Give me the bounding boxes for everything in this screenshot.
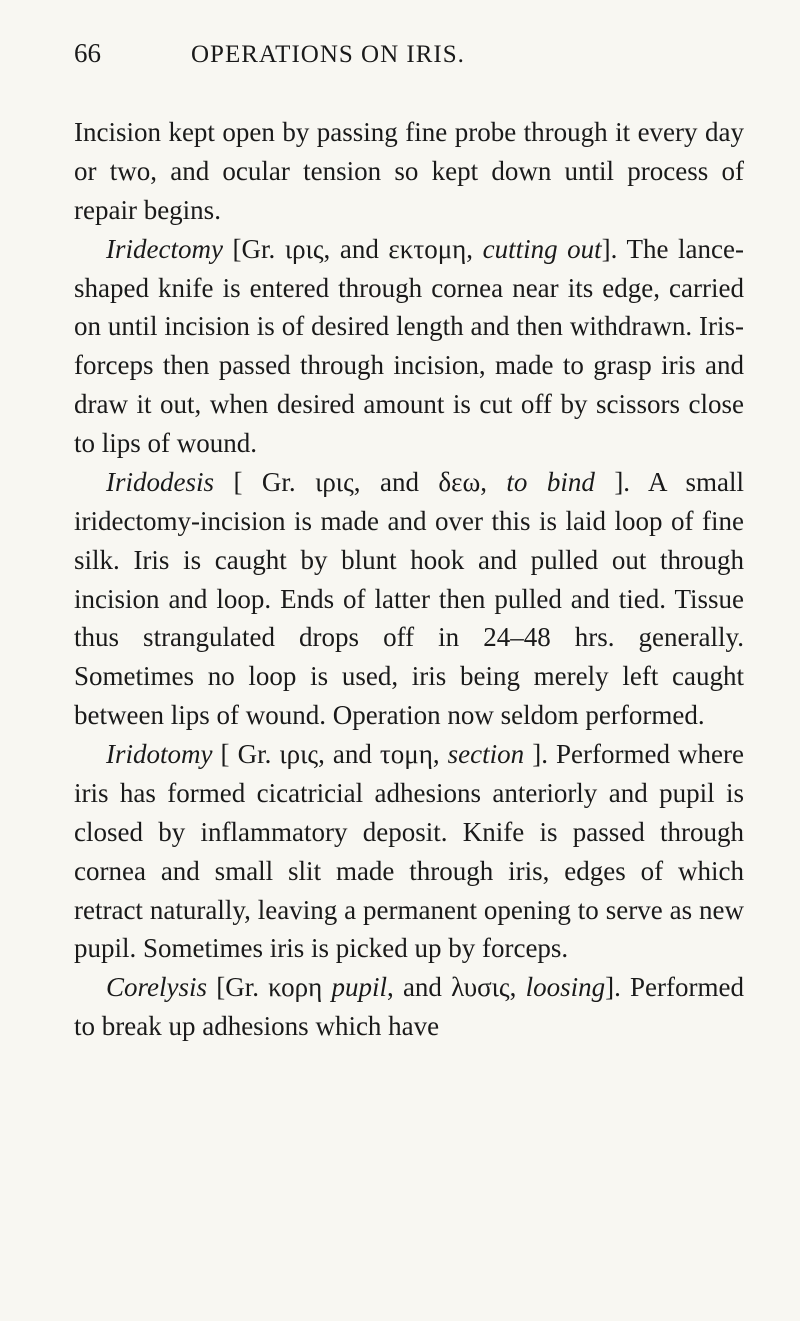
page-header: 66 OPERATIONS ON IRIS.: [74, 38, 744, 69]
p4-etym-italic: section: [448, 739, 524, 769]
p3-term: Iridodesis: [106, 467, 214, 497]
p3-etym-italic: to bind: [506, 467, 594, 497]
p3-text: A small iridectomy-incision is made and …: [74, 467, 744, 730]
page-title: OPERATIONS ON IRIS.: [191, 41, 465, 69]
paragraph-1: Incision kept open by passing fine probe…: [74, 113, 744, 230]
paragraph-3: Iridodesis [ Gr. ιρις, and δεω, to bind …: [74, 463, 744, 735]
body-text: Incision kept open by passing fine probe…: [74, 113, 744, 1046]
p5-etym-mid: , and λυσις,: [387, 972, 526, 1002]
p4-etym: [ Gr. ιρις, and τομη,: [212, 739, 447, 769]
paragraph-2: Iridectomy [Gr. ιρις, and εκτομη, cuttin…: [74, 230, 744, 463]
paragraph-5: Corelysis [Gr. κορη pupil, and λυσις, lo…: [74, 968, 744, 1046]
p5-etym: [Gr. κορη: [207, 972, 331, 1002]
paragraph-4: Iridotomy [ Gr. ιρις, and τομη, section …: [74, 735, 744, 968]
p5-etym-close: ].: [605, 972, 630, 1002]
p4-term: Iridotomy: [106, 739, 212, 769]
p3-etym-close: ].: [595, 467, 648, 497]
p4-etym-close: ].: [524, 739, 556, 769]
p2-etym: [Gr. ιρις, and εκτομη,: [223, 234, 483, 264]
p2-text: The lance-shaped knife is entered throug…: [74, 234, 744, 458]
p2-term: Iridectomy: [106, 234, 223, 264]
p2-etym-italic: cutting out: [483, 234, 602, 264]
p1-text: Incision kept open by passing fine probe…: [74, 117, 744, 225]
p4-text: Per­formed where iris has formed cicatri…: [74, 739, 744, 963]
p2-etym-close: ].: [602, 234, 627, 264]
p5-etym-italic1: pupil: [331, 972, 387, 1002]
p5-term: Corelysis: [106, 972, 207, 1002]
p5-etym-italic2: loosing: [526, 972, 606, 1002]
page-number: 66: [74, 38, 101, 69]
p3-etym: [ Gr. ιρις, and δεω,: [214, 467, 506, 497]
